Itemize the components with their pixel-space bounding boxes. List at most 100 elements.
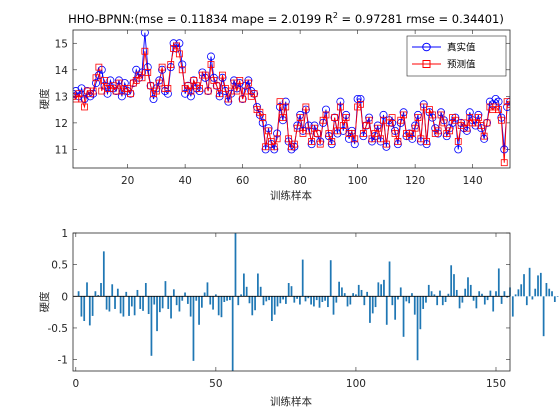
error-bar — [220, 296, 223, 318]
true-value-point — [166, 63, 175, 72]
true-value-point — [186, 92, 195, 101]
true-value-point — [275, 102, 284, 111]
pred-value-point — [244, 79, 252, 87]
error-bar — [419, 296, 422, 330]
true-value-point — [278, 116, 287, 125]
true-value-point — [238, 95, 247, 104]
error-bar — [444, 296, 447, 302]
error-bar — [142, 296, 144, 311]
error-bar — [144, 283, 147, 297]
error-bar — [231, 296, 234, 371]
error-bar — [525, 296, 528, 306]
error-bar — [346, 296, 349, 307]
error-bar — [377, 282, 380, 297]
error-bar — [450, 265, 453, 297]
pred-value-point — [89, 87, 97, 95]
error-bar — [240, 294, 242, 297]
pred-value-point — [302, 103, 310, 111]
pred-value-point — [497, 116, 505, 124]
error-bar — [343, 293, 346, 297]
true-value-point — [462, 126, 471, 135]
true-value-point — [218, 73, 227, 82]
true-value-point — [419, 100, 428, 109]
error-bar — [486, 296, 489, 301]
error-bar — [489, 290, 492, 297]
true-value-point — [342, 110, 351, 119]
true-value-point — [477, 124, 486, 133]
pred-value-point — [334, 127, 341, 135]
error-bar — [153, 296, 156, 305]
true-value-point — [382, 142, 391, 151]
error-bar — [150, 296, 153, 356]
pred-value-point — [242, 87, 249, 95]
pred-value-point — [270, 143, 278, 151]
error-bar — [203, 292, 206, 297]
error-bar — [97, 295, 100, 297]
pred-value-point — [290, 140, 298, 148]
pred-value-point — [101, 77, 109, 84]
pred-value-point — [411, 124, 419, 132]
true-value-point — [158, 65, 167, 74]
pred-value-point — [285, 135, 293, 143]
pred-value-point — [276, 98, 284, 106]
pred-value-point — [342, 114, 350, 121]
x-tick-label: 80 — [293, 175, 306, 187]
error-bar — [411, 293, 413, 297]
error-bar — [492, 296, 495, 312]
pred-value-point — [204, 87, 212, 95]
error-bar — [511, 296, 514, 317]
pred-value-point — [296, 114, 304, 121]
true-value-point — [434, 129, 443, 138]
x-tick-label: 140 — [463, 175, 483, 187]
error-bar — [195, 296, 198, 301]
pred-value-point — [155, 79, 163, 87]
error-bar — [257, 273, 259, 297]
error-bar — [475, 296, 478, 309]
true-value-point — [316, 137, 325, 146]
error-bar — [369, 296, 371, 323]
error-bar — [212, 296, 214, 310]
x-tick-label: 40 — [178, 175, 191, 187]
error-bar — [245, 286, 248, 297]
error-bar — [408, 296, 411, 304]
error-bar — [371, 296, 374, 314]
true-value-point — [451, 113, 460, 122]
true-value-point — [319, 118, 328, 127]
error-bar — [528, 267, 531, 297]
true-value-point — [454, 145, 463, 154]
pred-value-point — [365, 116, 373, 124]
pred-value-point — [454, 138, 462, 145]
true-value-point — [307, 140, 316, 149]
error-bar — [352, 293, 354, 297]
error-bar — [506, 296, 509, 298]
error-bar — [125, 291, 128, 297]
pred-value-point — [239, 95, 247, 103]
error-bar — [548, 288, 551, 297]
true-value-point — [209, 73, 218, 82]
pred-value-point — [483, 119, 491, 127]
true-value-point — [206, 52, 215, 61]
x-tick-label: 20 — [121, 175, 134, 187]
error-bar — [114, 296, 116, 309]
error-bar — [86, 282, 88, 297]
true-value-point — [436, 108, 445, 117]
true-value-point — [143, 63, 152, 72]
error-bar — [209, 296, 212, 305]
true-value-point — [388, 118, 397, 127]
y-tick-label: 14 — [55, 65, 69, 77]
error-bar — [430, 291, 433, 297]
true-value-point — [480, 134, 489, 143]
error-bar — [243, 273, 245, 297]
error-bar — [436, 296, 439, 306]
pred-value-point — [474, 114, 482, 121]
pred-value-point — [173, 42, 180, 50]
error-bar — [136, 289, 139, 297]
pred-value-point — [400, 111, 408, 119]
error-bar — [349, 296, 352, 305]
pred-value-point — [279, 114, 287, 121]
error-bar — [467, 277, 469, 297]
x-tick-label: 0 — [72, 378, 79, 390]
error-bar — [405, 296, 408, 302]
error-bar — [198, 296, 200, 325]
legend-circle-marker — [422, 42, 431, 52]
